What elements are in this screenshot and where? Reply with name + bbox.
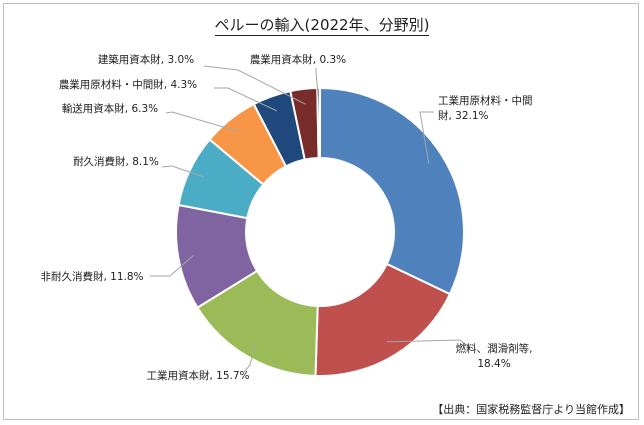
leader-line-6 <box>214 87 278 112</box>
slice-label-8: 農業用資本財, 0.3% 農業用資本財, 0.3% <box>250 53 346 66</box>
leader-line-0 <box>419 111 434 164</box>
slice-0 <box>319 86 465 296</box>
slice-label-2: 工業用資本財, 15.7%工業用資本財, 15.7% <box>146 369 249 382</box>
slice-label-5: 輸送用資本財, 6.3%輸送用資本財, 6.3% <box>62 102 158 115</box>
chart-title: ペルーの輸入(2022年、分野別) <box>214 16 430 36</box>
slice-label-4: 耐久消費財, 8.1%耐久消費財, 8.1% <box>73 155 159 168</box>
leader-line-4 <box>161 165 204 178</box>
slice-label-1: 燃料、潤滑剤等, 18.4%燃料、潤滑剤等, 18.4% <box>456 342 533 370</box>
leader-line-5 <box>165 111 240 133</box>
slice-label-6: 農業用原材料・中間財, 4.3%農業用原材料・中間財, 4.3% <box>59 78 197 91</box>
leader-line-8 <box>315 68 320 104</box>
slice-label-7: 建築用資本財, 3.0%建築用資本財, 3.0% <box>98 53 194 66</box>
leader-line-1 <box>386 339 471 349</box>
leader-line-3 <box>150 254 194 277</box>
slice-8 <box>316 86 321 160</box>
leader-line-2 <box>243 343 257 373</box>
slice-label-0: 工業用原材料・中間財, 32.1%工業用原材料・中間財, 32.1% <box>438 94 533 122</box>
slice-1 <box>314 262 452 377</box>
source-note: 【出典：国家税務監督庁より当館作成】 <box>432 403 630 416</box>
leader-line-7 <box>203 65 306 105</box>
slice-label-3: 非耐久消費財, 11.8%非耐久消費財, 11.8% <box>40 270 143 283</box>
